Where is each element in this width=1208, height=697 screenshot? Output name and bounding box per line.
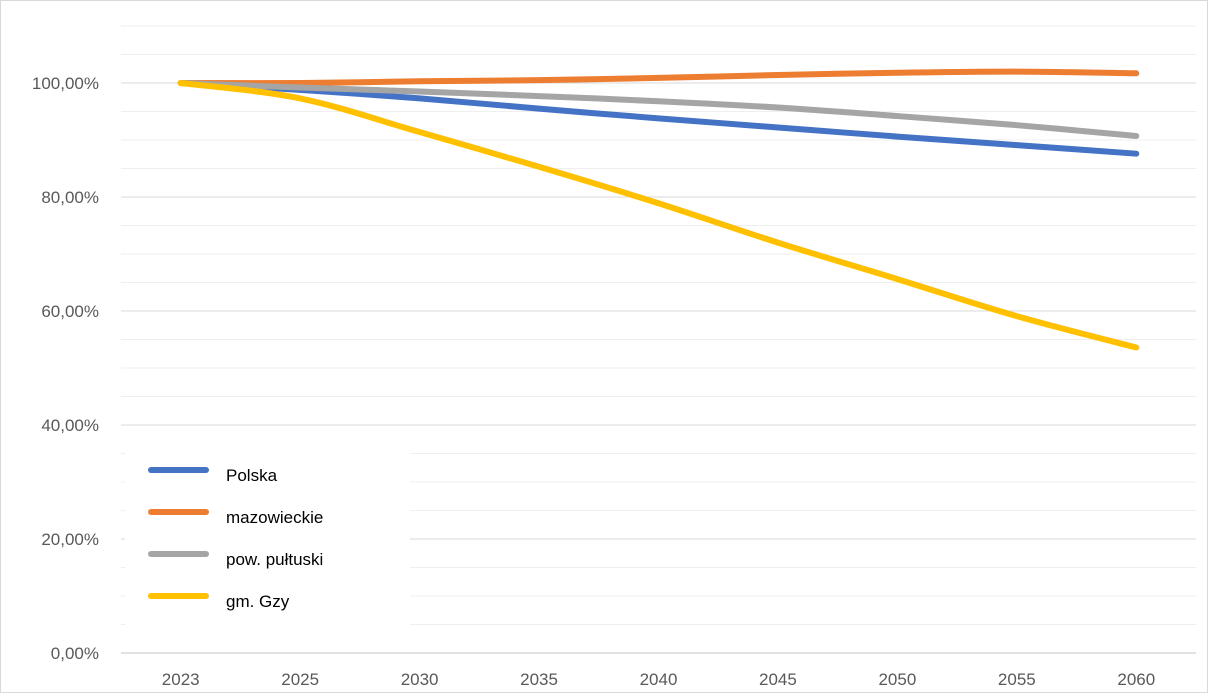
x-tick-label: 2060 [1117, 670, 1155, 689]
legend: Polska mazowieckie pow. pułtuski gm. Gzy [125, 441, 410, 631]
y-tick-label: 20,00% [41, 530, 99, 549]
y-axis-ticks: 0,00% 20,00% 40,00% 60,00% 80,00% 100,00% [32, 74, 99, 663]
y-tick-label: 80,00% [41, 188, 99, 207]
legend-label: gm. Gzy [226, 592, 290, 611]
x-tick-label: 2050 [878, 670, 916, 689]
series-line-pow-pułtuski [177, 80, 1140, 140]
legend-label: mazowieckie [226, 508, 323, 527]
y-tick-label: 60,00% [41, 302, 99, 321]
x-tick-label: 2055 [998, 670, 1036, 689]
y-tick-label: 100,00% [32, 74, 99, 93]
x-tick-label: 2030 [401, 670, 439, 689]
legend-label: pow. pułtuski [226, 550, 323, 569]
series-line-polska [177, 80, 1140, 157]
y-tick-label: 0,00% [51, 644, 99, 663]
series-lines [177, 68, 1140, 351]
series-line-gm-gzy [177, 80, 1140, 351]
x-tick-label: 2025 [281, 670, 319, 689]
x-tick-label: 2035 [520, 670, 558, 689]
legend-label: Polska [226, 466, 278, 485]
x-tick-label: 2023 [162, 670, 200, 689]
y-tick-label: 40,00% [41, 416, 99, 435]
x-axis-ticks: 2023 2025 2030 2035 2040 2045 2050 2055 2060 [162, 670, 1155, 689]
x-tick-label: 2040 [640, 670, 678, 689]
series-line-mazowieckie [177, 68, 1140, 87]
x-tick-label: 2045 [759, 670, 797, 689]
